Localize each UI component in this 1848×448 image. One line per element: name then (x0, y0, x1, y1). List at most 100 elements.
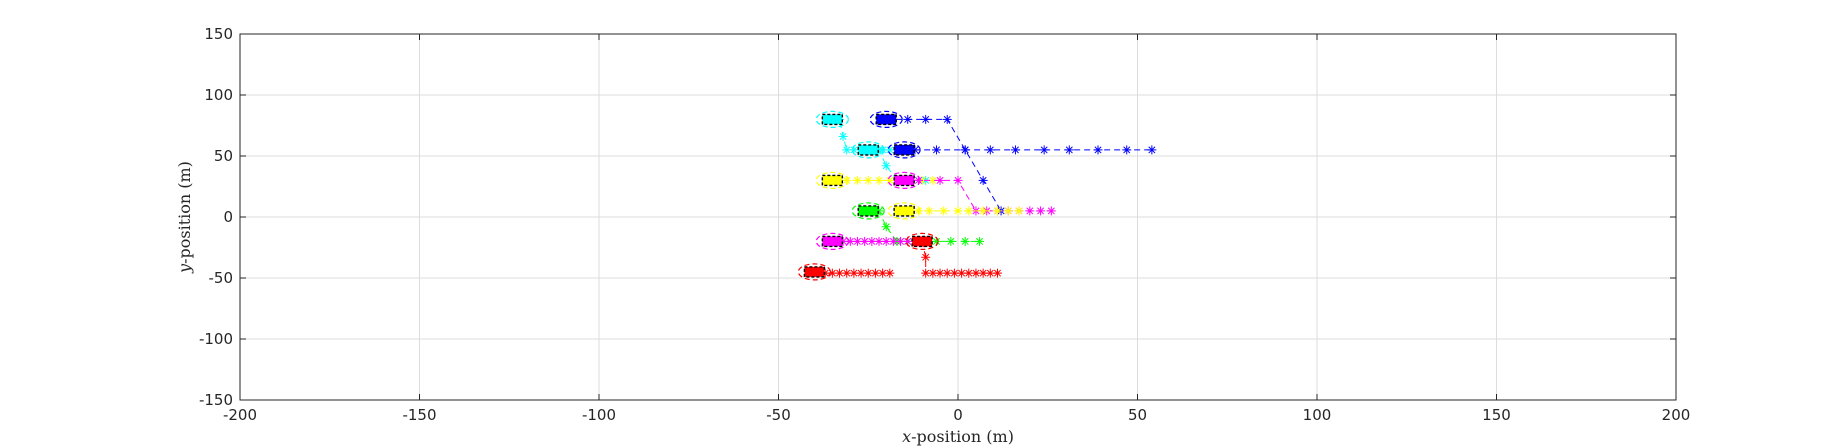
y-axis-label: y-position (m) (175, 161, 194, 274)
path-marker (1093, 145, 1103, 155)
path-marker (885, 268, 895, 278)
marker-stroke (922, 253, 930, 261)
path-marker (921, 114, 931, 124)
path-marker (842, 145, 852, 155)
marker-stroke (929, 176, 937, 184)
marker-stroke (857, 269, 865, 277)
vehicle-safety-ellipse (851, 141, 885, 159)
y-tick-label: -50 (209, 269, 234, 287)
path-marker (931, 145, 941, 155)
marker-stroke (850, 146, 858, 154)
vehicle-safety-ellipse (815, 110, 849, 129)
marker-stroke (843, 269, 851, 277)
marker-stroke (961, 237, 969, 245)
path-marker (953, 175, 963, 185)
marker-stroke (922, 115, 930, 123)
marker-stroke (979, 176, 987, 184)
vehicle-body (893, 174, 915, 187)
path-marker (842, 175, 852, 185)
y-axis-label-variable: y (175, 263, 194, 274)
marker-stroke (947, 237, 955, 245)
marker-stroke (871, 269, 879, 277)
y-tick-label: 100 (204, 86, 233, 104)
vehicle-safety-ellipse (887, 202, 921, 220)
vehicle-safety-ellipse (851, 202, 885, 220)
vehicle-body (857, 144, 879, 156)
x-axis-label: x-position (m) (902, 427, 1014, 446)
marker-stroke (929, 269, 937, 277)
vehicle-safety-ellipse (797, 263, 832, 281)
y-axis-label-text: -position (m) (175, 161, 194, 264)
marker-stroke (976, 237, 984, 245)
marker-stroke (1123, 146, 1131, 154)
vehicle-safety-ellipse (815, 232, 849, 250)
marker-stroke (932, 237, 940, 245)
path-marker (939, 206, 949, 216)
marker-stroke (993, 269, 1001, 277)
vehicle-safety-ellipse (905, 232, 939, 250)
path-marker (942, 114, 952, 124)
path-marker (838, 131, 848, 141)
marker-stroke (897, 237, 905, 245)
marker-stroke (868, 237, 876, 245)
marker-stroke (986, 269, 994, 277)
marker-stroke (1004, 207, 1012, 215)
marker-stroke (861, 237, 869, 245)
path-marker (881, 161, 891, 171)
vehicles (797, 110, 939, 281)
path-marker (964, 206, 974, 216)
vehicle-body (893, 205, 915, 217)
marker-stroke (986, 146, 994, 154)
marker-stroke (886, 146, 894, 154)
x-tick-label: 150 (1482, 406, 1511, 424)
marker-stroke (965, 269, 973, 277)
path-marker (992, 206, 1002, 216)
marker-stroke (915, 207, 923, 215)
marker-stroke (932, 146, 940, 154)
x-tick-label: 200 (1662, 406, 1691, 424)
path-marker (1122, 145, 1132, 155)
path-marker (1025, 206, 1035, 216)
marker-stroke (889, 237, 897, 245)
path-marker (960, 236, 970, 246)
marker-stroke (904, 237, 912, 245)
path-marker (1147, 145, 1157, 155)
path-marker (946, 236, 956, 246)
path-marker (863, 175, 873, 185)
marker-stroke (1015, 207, 1023, 215)
tick-labels: -200 -150 -100 -50 0 50 100 150 200-150-100-5005… (199, 25, 1690, 424)
marker-stroke (1037, 207, 1045, 215)
vehicle-body (803, 266, 826, 278)
marker-stroke (936, 176, 944, 184)
vehicle-body (875, 113, 897, 126)
x-tick-label: 50 (1128, 406, 1147, 424)
vehicle-body (857, 205, 879, 217)
marker-stroke (882, 223, 890, 231)
path-marker (1014, 206, 1024, 216)
x-tick-label: 0 (953, 406, 963, 424)
marker-stroke (882, 237, 890, 245)
marker-stroke (915, 176, 923, 184)
path-line (868, 149, 926, 181)
marker-stroke (1026, 207, 1034, 215)
y-tick-label: 50 (214, 147, 233, 165)
path-marker (881, 222, 891, 232)
vehicle-body (893, 144, 915, 156)
path-marker (953, 206, 963, 216)
axis-ticks (239, 33, 1677, 401)
marker-stroke (1047, 207, 1055, 215)
marker-stroke (954, 176, 962, 184)
marker-stroke (839, 132, 847, 140)
marker-stroke (828, 269, 836, 277)
marker-stroke (843, 176, 851, 184)
marker-stroke (954, 207, 962, 215)
x-tick-label: 100 (1303, 406, 1332, 424)
path-marker (960, 145, 970, 155)
marker-stroke (936, 269, 944, 277)
x-tick-label: -200 (223, 406, 257, 424)
marker-stroke (836, 269, 844, 277)
marker-stroke (853, 176, 861, 184)
path-marker (1046, 206, 1056, 216)
path-marker (1039, 145, 1049, 155)
vehicle-safety-ellipse (815, 171, 849, 189)
